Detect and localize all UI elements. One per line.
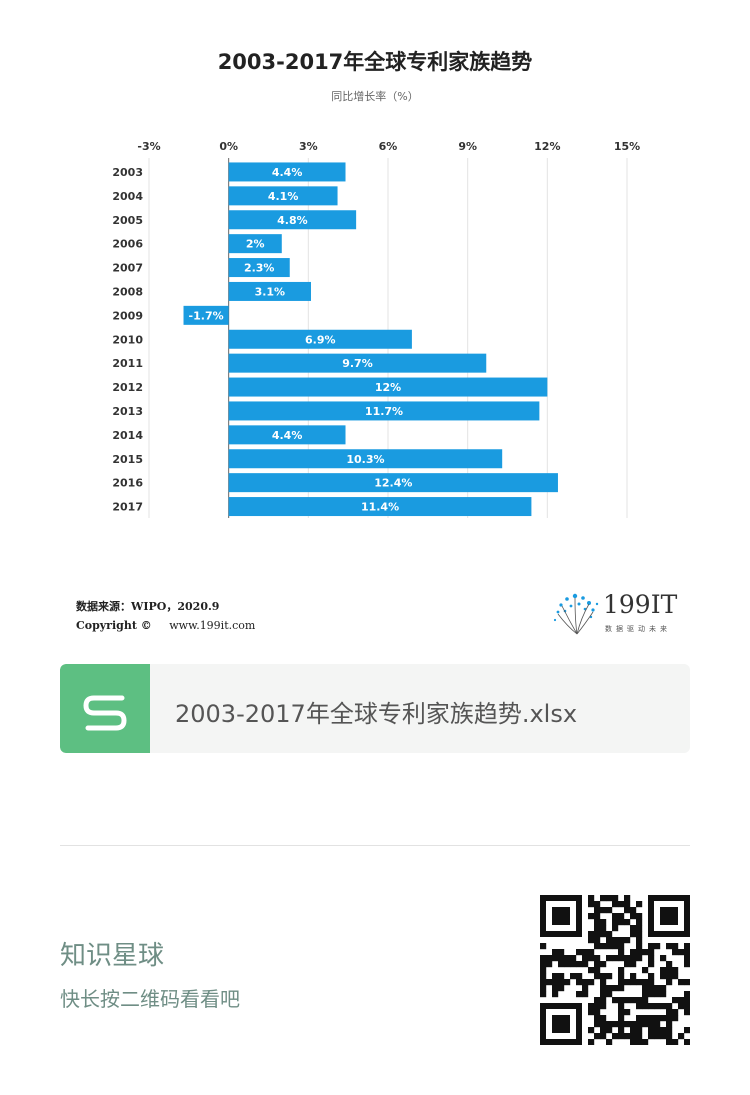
bar xyxy=(228,497,532,517)
bar xyxy=(228,377,548,397)
y-category-label: 2017 xyxy=(112,501,143,514)
data-label: 2% xyxy=(246,238,265,251)
y-category-label: 2007 xyxy=(112,262,143,275)
data-label: 2.3% xyxy=(244,262,275,275)
bar xyxy=(228,353,487,373)
brand-name: 199IT xyxy=(603,590,678,619)
y-category-label: 2008 xyxy=(112,285,143,298)
data-label: -1.7% xyxy=(189,309,224,322)
x-tick-label: 15% xyxy=(614,140,640,153)
y-category-label: 2011 xyxy=(112,357,143,370)
data-label: 4.8% xyxy=(277,214,308,227)
source-line: 数据来源：WIPO，2020.9 xyxy=(76,600,220,613)
data-label: 11.7% xyxy=(365,405,403,418)
data-label: 3.1% xyxy=(255,285,286,298)
bar xyxy=(228,329,412,349)
data-label: 10.3% xyxy=(346,453,384,466)
x-tick-label: -3% xyxy=(137,140,160,153)
attachment-file-name: 2003-2017年全球专利家族趋势.xlsx xyxy=(175,700,578,728)
y-category-label: 2013 xyxy=(112,405,143,418)
x-tick-label: 12% xyxy=(534,140,560,153)
bar xyxy=(228,449,503,469)
y-category-label: 2015 xyxy=(112,453,143,466)
attachment-card[interactable]: 2003-2017年全球专利家族趋势.xlsx xyxy=(60,664,690,753)
brand-logo: 199IT 数据驱动未来 xyxy=(553,590,693,636)
chart-subtitle: 同比增长率（%） xyxy=(331,90,419,103)
x-tick-label: 9% xyxy=(458,140,477,153)
x-tick-label: 6% xyxy=(379,140,398,153)
y-category-label: 2014 xyxy=(112,429,143,442)
y-category-label: 2016 xyxy=(112,477,143,490)
data-label: 12% xyxy=(375,381,401,394)
bar xyxy=(228,425,346,445)
x-tick-label: 0% xyxy=(219,140,238,153)
copyright-label: Copyright © xyxy=(76,619,152,632)
bar xyxy=(228,162,346,182)
y-category-label: 2003 xyxy=(112,166,143,179)
data-label: 9.7% xyxy=(342,357,373,370)
y-category-label: 2009 xyxy=(112,309,143,322)
bar xyxy=(228,210,357,230)
footer-title: 知识星球 xyxy=(60,941,165,971)
dandelion-logo-icon xyxy=(553,593,599,635)
data-label: 4.4% xyxy=(272,166,303,179)
y-category-label: 2012 xyxy=(112,381,143,394)
y-category-label: 2010 xyxy=(112,333,143,346)
data-label: 6.9% xyxy=(305,333,336,346)
bar xyxy=(228,281,311,301)
website-link[interactable]: www.199it.com xyxy=(169,619,256,632)
data-label: 11.4% xyxy=(361,501,399,514)
data-label: 4.1% xyxy=(268,190,299,203)
bar xyxy=(228,473,558,493)
y-category-label: 2004 xyxy=(112,190,143,203)
bar xyxy=(228,401,540,421)
bar xyxy=(228,258,290,278)
bar-chart: -3% 0% 3% 6% 9% 12% 15% 2003 4.4% 2004 4.1% 2005 4.8… xyxy=(112,140,640,518)
footer-subtitle: 快长按二维码看看吧 xyxy=(60,987,240,1011)
data-label: 12.4% xyxy=(374,477,412,490)
bar xyxy=(228,186,338,206)
bar xyxy=(228,234,282,254)
bar xyxy=(183,305,229,325)
y-category-label: 2005 xyxy=(112,214,143,227)
qr-code-icon[interactable] xyxy=(540,895,690,1045)
y-category-label: 2006 xyxy=(112,238,143,251)
x-tick-label: 3% xyxy=(299,140,318,153)
spreadsheet-s-icon xyxy=(60,664,150,753)
divider xyxy=(60,845,690,846)
data-label: 4.4% xyxy=(272,429,303,442)
chart-title: 2003-2017年全球专利家族趋势 xyxy=(217,50,533,74)
copyright-line: Copyright © www.199it.com xyxy=(76,619,255,632)
brand-slogan: 数据驱动未来 xyxy=(605,625,671,633)
